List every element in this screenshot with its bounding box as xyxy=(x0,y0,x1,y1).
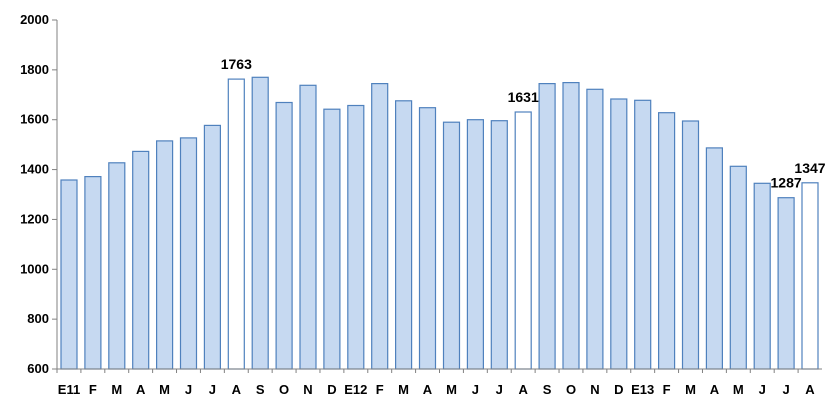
x-tick-label: N xyxy=(590,382,599,397)
bar xyxy=(466,119,484,370)
x-axis: E11 F M A M J J A S O N D E12 F M A M J J A S O N D E13 F M A M J J A xyxy=(56,368,822,397)
bar xyxy=(753,182,771,370)
bar xyxy=(418,107,437,370)
bar xyxy=(777,197,795,370)
y-tick-label: 1400 xyxy=(20,162,49,177)
bar xyxy=(586,88,604,370)
x-tick-label: A xyxy=(710,382,720,397)
y-tick-label: 600 xyxy=(27,361,49,376)
bar xyxy=(610,98,628,370)
x-tick-label: M xyxy=(733,382,744,397)
bar xyxy=(562,81,580,370)
x-tick-label: J xyxy=(496,382,503,397)
bar xyxy=(538,82,556,370)
bar xyxy=(729,165,747,370)
bar xyxy=(395,100,413,370)
bar xyxy=(132,150,150,370)
x-tick-label: J xyxy=(209,382,216,397)
x-tick-label: E13 xyxy=(631,382,654,397)
y-tick-label: 1600 xyxy=(20,112,49,127)
bar xyxy=(60,179,78,370)
bar xyxy=(251,76,269,370)
bar xyxy=(299,84,317,370)
bar xyxy=(275,101,293,370)
x-tick-label: M xyxy=(159,382,170,397)
x-tick-label: A xyxy=(805,382,815,397)
x-tick-label: S xyxy=(543,382,552,397)
x-tick-label: A xyxy=(232,382,242,397)
x-tick-label: S xyxy=(256,382,265,397)
data-label: 1631 xyxy=(508,89,539,105)
bar xyxy=(156,140,174,370)
x-tick-label: A xyxy=(519,382,529,397)
y-axis: 600 800 1000 1200 1400 1600 1800 2000 xyxy=(20,12,58,376)
data-label: 1347 xyxy=(794,160,825,176)
bar xyxy=(490,120,508,370)
x-tick-label: J xyxy=(185,382,192,397)
y-tick-label: 1000 xyxy=(20,261,49,276)
y-tick-label: 1200 xyxy=(20,211,49,226)
x-tick-label: M xyxy=(446,382,457,397)
x-tick-label: O xyxy=(279,382,289,397)
x-tick-label: F xyxy=(663,382,671,397)
bar xyxy=(657,112,676,370)
bar xyxy=(801,182,819,370)
x-tick-label: F xyxy=(376,382,384,397)
x-tick-label: M xyxy=(111,382,122,397)
bar xyxy=(371,82,389,370)
bar xyxy=(705,147,724,370)
bars xyxy=(60,76,819,370)
bar xyxy=(108,162,126,370)
x-tick-label: J xyxy=(782,382,789,397)
x-tick-label: E12 xyxy=(344,382,367,397)
bar xyxy=(84,176,102,370)
data-label: 1763 xyxy=(221,56,252,72)
y-tick-label: 800 xyxy=(27,311,49,326)
bar xyxy=(227,78,245,370)
x-tick-label: F xyxy=(89,382,97,397)
bar xyxy=(179,137,198,370)
x-tick-label: A xyxy=(136,382,146,397)
x-tick-label: D xyxy=(327,382,336,397)
x-tick-label: M xyxy=(398,382,409,397)
x-tick-label: M xyxy=(685,382,696,397)
bar xyxy=(323,108,341,370)
data-label: 1287 xyxy=(771,175,802,191)
bar xyxy=(514,111,532,370)
bar xyxy=(634,99,652,370)
bar xyxy=(681,120,700,370)
x-tick-label: D xyxy=(614,382,623,397)
x-tick-label: O xyxy=(566,382,576,397)
y-tick-label: 1800 xyxy=(20,62,49,77)
y-tick-label: 2000 xyxy=(20,12,49,27)
x-tick-label: J xyxy=(472,382,479,397)
x-tick-label: N xyxy=(303,382,312,397)
x-tick-label: E11 xyxy=(58,382,80,397)
x-tick-label: J xyxy=(759,382,766,397)
bar xyxy=(203,124,221,370)
bar xyxy=(442,121,461,370)
bar xyxy=(347,104,365,370)
x-tick-label: A xyxy=(423,382,433,397)
